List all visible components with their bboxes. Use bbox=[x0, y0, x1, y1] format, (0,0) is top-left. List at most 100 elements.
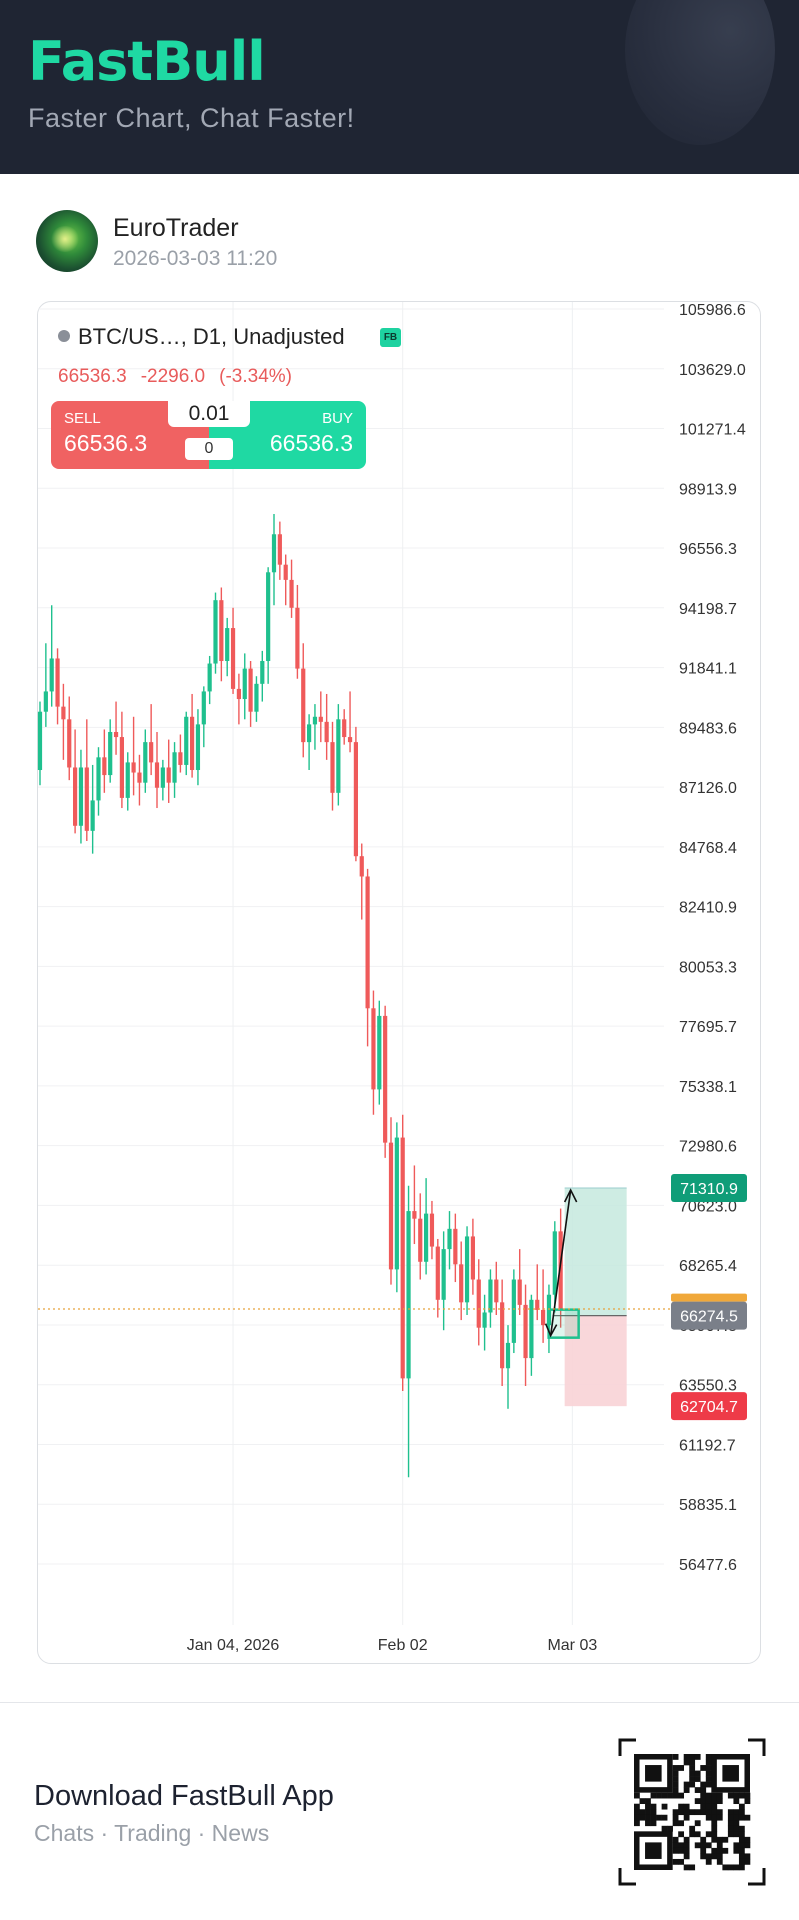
candle-body bbox=[289, 579, 294, 608]
candle-body bbox=[552, 1231, 557, 1295]
qr-module bbox=[700, 1803, 707, 1810]
qr-module bbox=[716, 1853, 723, 1860]
y-tick-label: 84768.4 bbox=[679, 840, 737, 857]
app-header: FastBull Faster Chart, Chat Faster! bbox=[0, 0, 799, 174]
qr-module bbox=[689, 1776, 696, 1782]
qr-module bbox=[634, 1792, 640, 1799]
qr-module bbox=[656, 1814, 662, 1821]
qr-module bbox=[744, 1858, 751, 1865]
qr-module bbox=[678, 1847, 685, 1854]
qr-module bbox=[700, 1792, 707, 1799]
candle-body bbox=[190, 716, 195, 771]
qr-module bbox=[705, 1814, 712, 1821]
qr-module bbox=[744, 1814, 751, 1821]
candle-body bbox=[143, 742, 148, 783]
y-tick-label: 89483.6 bbox=[679, 720, 737, 737]
candle-body bbox=[225, 628, 230, 662]
symbol-name[interactable]: BTC/US… bbox=[78, 324, 181, 349]
candle-body bbox=[523, 1304, 528, 1359]
candle-body bbox=[312, 716, 318, 725]
qr-module bbox=[672, 1809, 679, 1816]
candle-body bbox=[307, 724, 312, 743]
quantity-input[interactable]: 0.01 bbox=[168, 401, 250, 427]
qr-module bbox=[733, 1792, 740, 1799]
candle-body bbox=[277, 534, 282, 565]
candlestick-chart[interactable]: 105986.6 103629.0 101271.4 98913.9 96556.3 94… bbox=[0, 0, 799, 1700]
author-name[interactable]: EuroTrader bbox=[113, 214, 239, 242]
qr-module bbox=[639, 1809, 646, 1816]
qr-module bbox=[672, 1787, 679, 1793]
y-tick-label: 101271.4 bbox=[679, 422, 746, 439]
candle-body bbox=[383, 1015, 388, 1143]
candle-body bbox=[365, 876, 370, 1009]
candle-body bbox=[219, 600, 224, 662]
avatar[interactable] bbox=[36, 210, 98, 272]
qr-module bbox=[738, 1858, 745, 1865]
candle-body bbox=[470, 1236, 475, 1280]
qr-module bbox=[733, 1809, 740, 1816]
candle-body bbox=[558, 1231, 563, 1310]
qr-module bbox=[738, 1836, 745, 1843]
download-title[interactable]: Download FastBull App bbox=[34, 1780, 334, 1812]
qr-module bbox=[705, 1798, 712, 1805]
qr-module bbox=[738, 1853, 745, 1860]
sell-price: 66536.3 bbox=[64, 430, 148, 456]
y-tick-label: 61192.7 bbox=[679, 1437, 736, 1454]
current-price-tag-bg bbox=[671, 1301, 747, 1330]
qr-module bbox=[711, 1792, 718, 1799]
qr-module bbox=[650, 1809, 657, 1816]
candle-body bbox=[324, 721, 329, 743]
qr-module bbox=[744, 1842, 751, 1849]
candle-body bbox=[242, 668, 247, 700]
candle-body bbox=[482, 1312, 487, 1328]
qr-module bbox=[711, 1803, 718, 1810]
qr-module bbox=[672, 1814, 679, 1821]
qr-module bbox=[738, 1809, 745, 1816]
qr-module bbox=[672, 1842, 679, 1849]
qr-module bbox=[711, 1809, 718, 1816]
qr-module bbox=[672, 1776, 679, 1782]
qr-module bbox=[722, 1836, 729, 1843]
qr-module bbox=[689, 1770, 696, 1777]
qr-module bbox=[711, 1825, 718, 1832]
candle-body bbox=[254, 683, 259, 712]
candle-body bbox=[207, 663, 212, 692]
qr-module bbox=[683, 1787, 690, 1793]
qr-module bbox=[678, 1858, 685, 1865]
y-tick-label: 80053.3 bbox=[679, 959, 737, 976]
qr-module bbox=[661, 1814, 668, 1821]
qr-module bbox=[689, 1831, 696, 1838]
qr-code-icon[interactable] bbox=[618, 1738, 766, 1886]
qr-module bbox=[744, 1792, 751, 1799]
qr-corner bbox=[618, 1738, 636, 1756]
qr-module bbox=[727, 1825, 734, 1832]
quote-line: 66536.3 -2296.0 (-3.34%) bbox=[58, 366, 306, 388]
qr-module bbox=[733, 1798, 740, 1805]
candle-body bbox=[96, 757, 101, 801]
take-profit-zone bbox=[564, 1187, 627, 1316]
symbol-bar[interactable]: BTC/US…, D1, Unadjusted bbox=[58, 324, 345, 350]
candle-body bbox=[201, 691, 206, 725]
spread-value: 0 bbox=[185, 438, 233, 460]
candle-body bbox=[295, 607, 300, 669]
qr-module bbox=[744, 1798, 751, 1805]
candle-body bbox=[435, 1246, 440, 1300]
qr-module bbox=[705, 1765, 712, 1771]
qr-module bbox=[700, 1842, 707, 1849]
candle-body bbox=[230, 628, 236, 689]
qr-module bbox=[689, 1759, 696, 1766]
candle-body bbox=[511, 1279, 516, 1343]
qr-module bbox=[694, 1776, 701, 1782]
qr-module bbox=[645, 1809, 651, 1816]
qr-module bbox=[727, 1792, 734, 1799]
candle-body bbox=[184, 716, 189, 765]
y-tick-label: 96556.3 bbox=[679, 541, 737, 558]
qr-module bbox=[672, 1770, 679, 1777]
qr-module bbox=[716, 1809, 723, 1816]
qr-module bbox=[744, 1853, 751, 1860]
last-price-tag-strip bbox=[671, 1293, 747, 1302]
candle-body bbox=[418, 1218, 423, 1262]
candle-body bbox=[377, 1015, 382, 1090]
qr-module bbox=[667, 1792, 673, 1799]
y-tick-label: 68265.4 bbox=[679, 1258, 737, 1275]
